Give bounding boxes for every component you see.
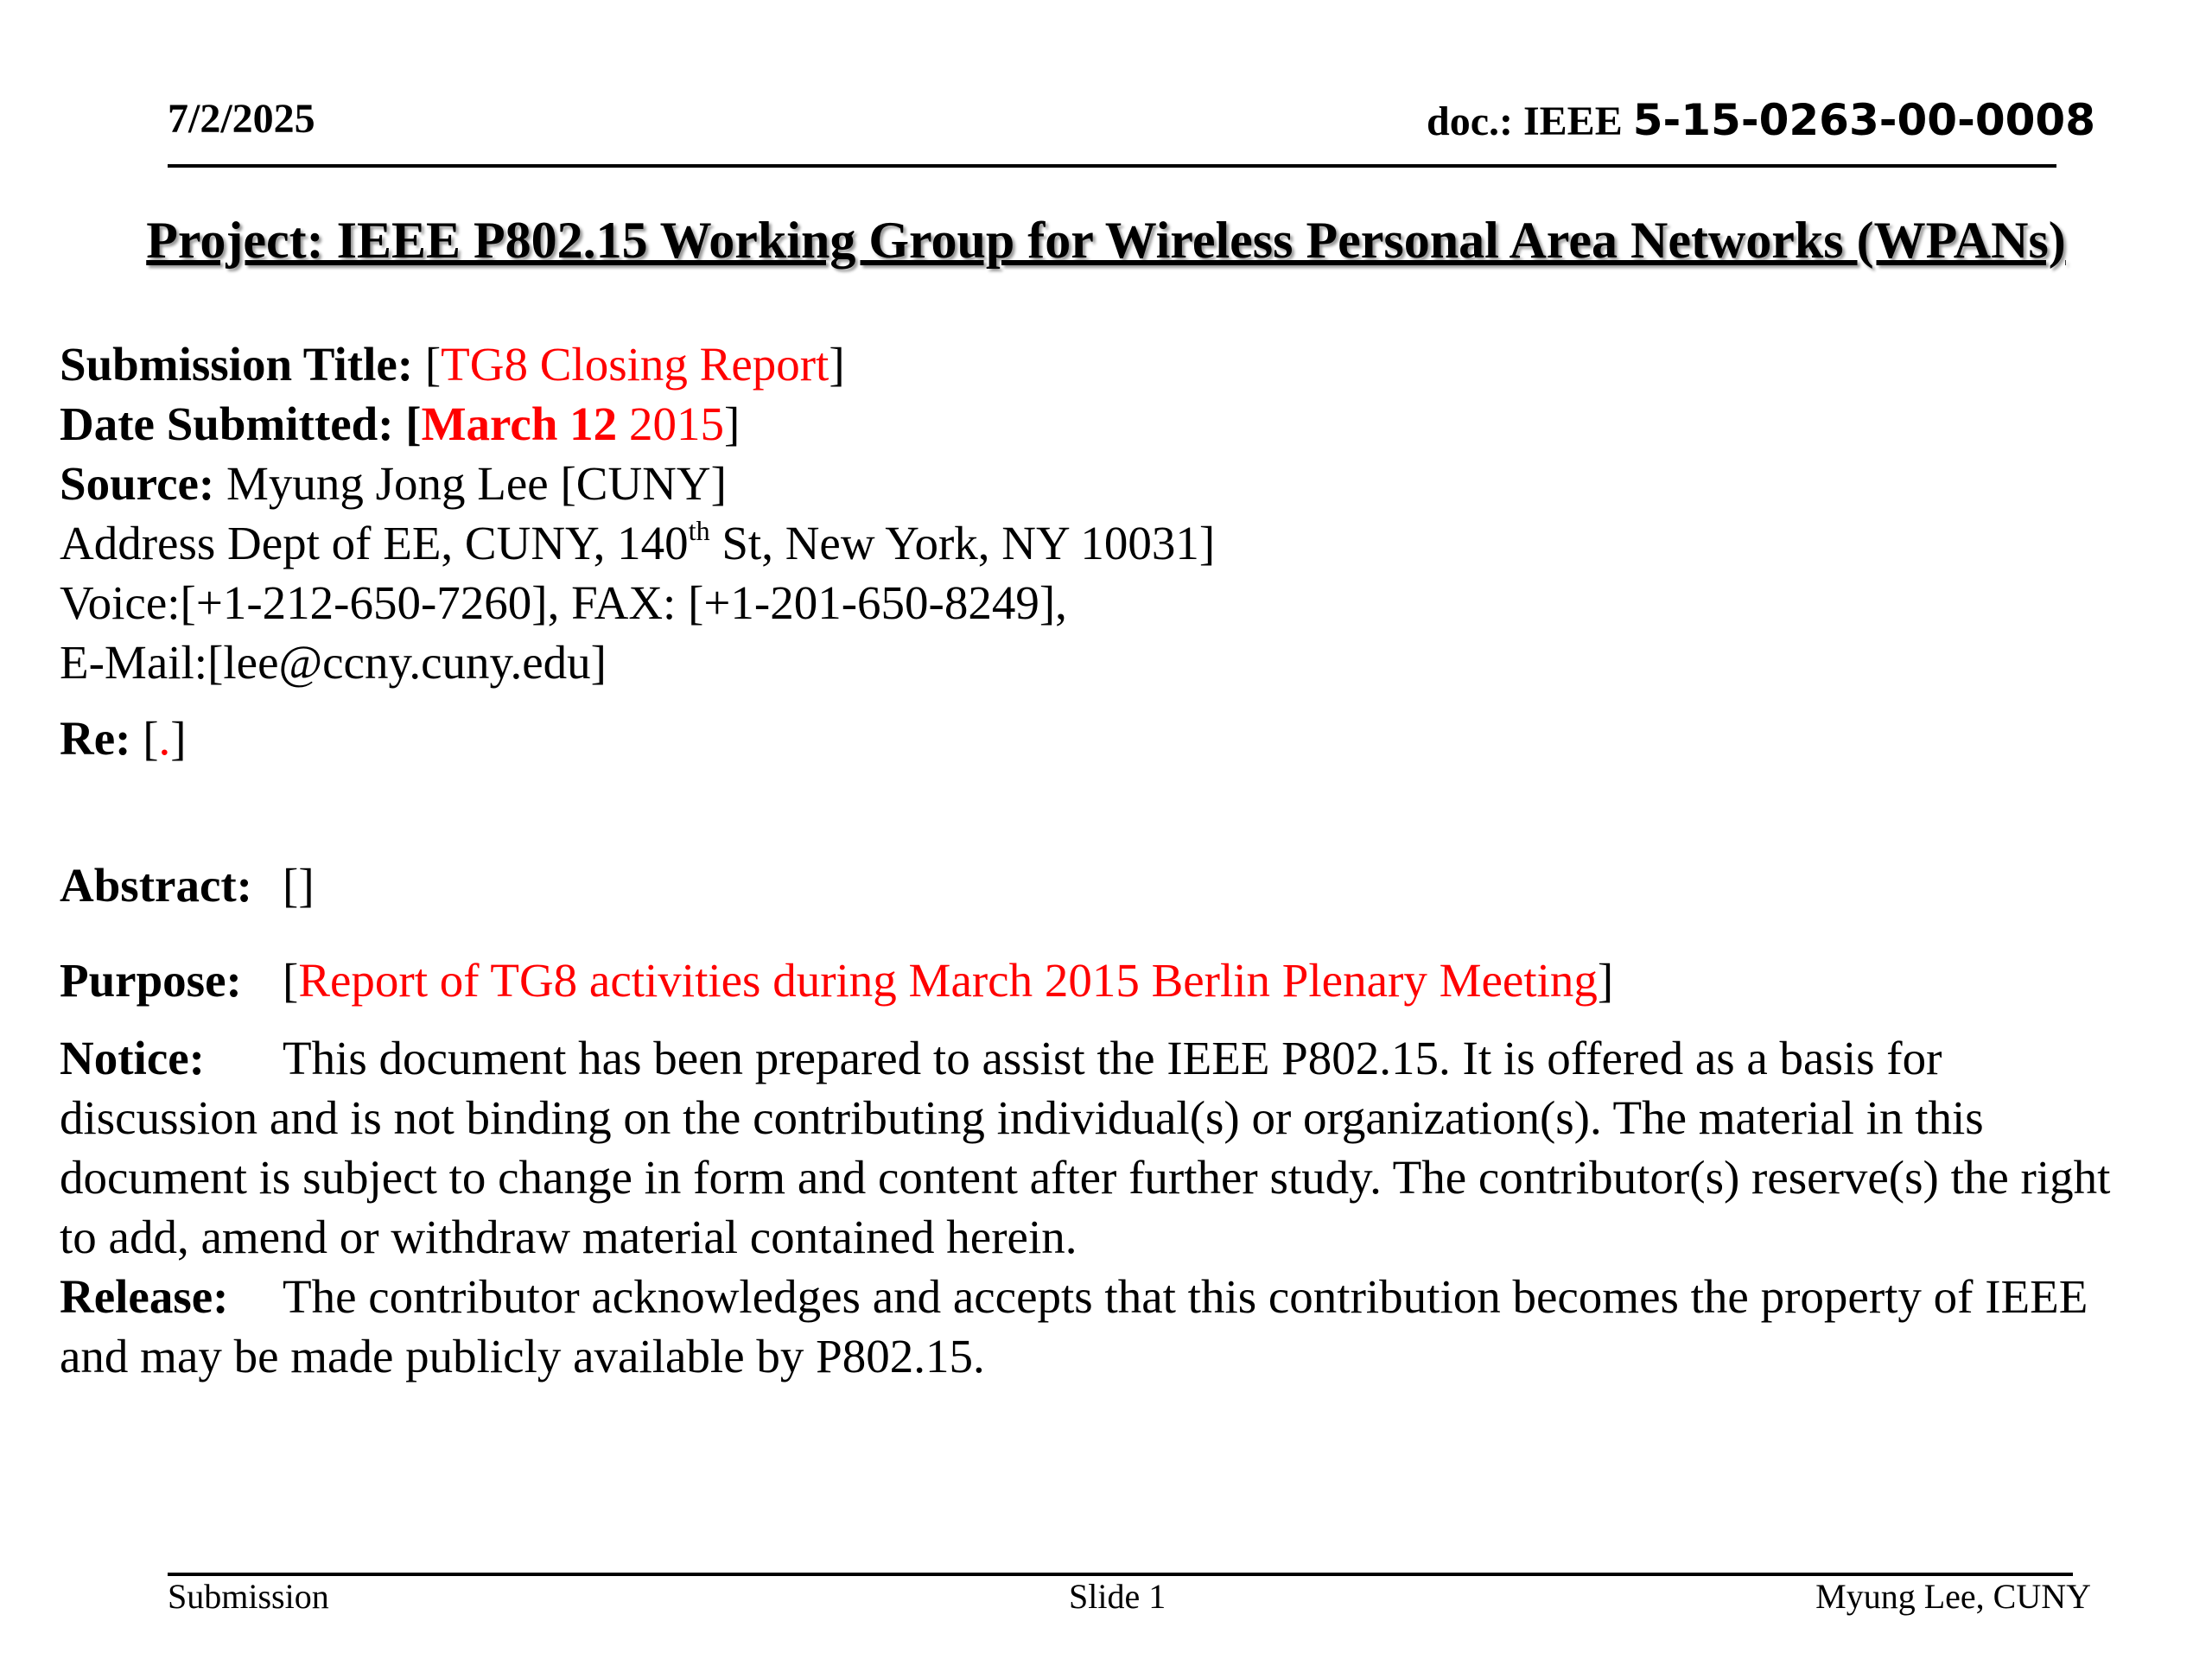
address-line: Address Dept of EE, CUNY, 140th St, New …	[60, 516, 1215, 570]
abstract-label: Abstract:	[60, 859, 252, 912]
notice-line-1: Notice: This document has been prepared t…	[60, 1031, 1942, 1085]
project-title: Project: IEEE P802.15 Working Group for …	[146, 212, 2066, 269]
purpose-value: Report of TG8 activities during March 20…	[298, 954, 1598, 1007]
header-doc-id: doc.: IEEE 5-15-0263-00-0008	[1427, 95, 2095, 145]
notice-line-4: to add, amend or withdraw material conta…	[60, 1211, 1077, 1263]
footer-author: Myung Lee, CUNY	[1815, 1577, 2091, 1616]
notice-text: This document has been prepared to assis…	[283, 1032, 1942, 1084]
doc-number: 5-15-0263-00-0008	[1632, 95, 2095, 145]
footer-left: Submission	[168, 1577, 329, 1616]
re-label: Re:	[60, 712, 143, 765]
release-line-1: Release: The contributor acknowledges and…	[60, 1269, 2088, 1324]
purpose-line: Purpose: [Report of TG8 activities during…	[60, 953, 1613, 1007]
date-bold: March 12	[421, 397, 618, 450]
purpose-value-wrap: [Report of TG8 activities during March 2…	[283, 954, 1614, 1007]
abstract-value: []	[283, 859, 315, 912]
footer-slide-number: Slide 1	[1069, 1577, 1166, 1616]
date-label: Date Submitted:	[60, 397, 406, 450]
re-value: .	[158, 712, 171, 765]
source-line: Source: Myung Jong Lee [CUNY]	[60, 456, 727, 511]
purpose-label: Purpose:	[60, 954, 242, 1007]
header-rule	[168, 164, 2056, 168]
footer-rule	[168, 1573, 2073, 1576]
notice-line-2: discussion and is not binding on the con…	[60, 1091, 1984, 1144]
release-label: Release:	[60, 1270, 229, 1323]
voice-line: Voice:[+1-212-650-7260], FAX: [+1-201-65…	[60, 576, 1067, 629]
address-pre: Address Dept of EE, CUNY, 140	[60, 517, 689, 569]
date-submitted-line: Date Submitted: [March 12 2015]	[60, 397, 741, 450]
abstract-line: Abstract: []	[60, 858, 315, 912]
submission-title-line: Submission Title: [TG8 Closing Report]	[60, 338, 845, 391]
source-value: Myung Jong Lee [CUNY]	[226, 457, 727, 510]
source-label: Source:	[60, 457, 226, 510]
notice-label: Notice:	[60, 1032, 205, 1084]
header-date: 7/2/2025	[168, 96, 315, 142]
submission-title-value: TG8 Closing Report	[441, 338, 830, 391]
doc-prefix: doc.: IEEE	[1427, 99, 1633, 144]
submission-title-label: Submission Title:	[60, 338, 425, 391]
date-year: 2015	[617, 397, 724, 450]
notice-line-3: document is subject to change in form an…	[60, 1151, 2111, 1204]
address-post: St, New York, NY 10031]	[709, 517, 1216, 569]
address-sup: th	[688, 515, 710, 546]
release-line-2: and may be made publicly available by P8…	[60, 1330, 985, 1382]
email-line: E-Mail:[lee@ccny.cuny.edu]	[60, 636, 607, 689]
release-text: The contributor acknowledges and accepts…	[283, 1270, 2088, 1323]
re-line: Re: [.]	[60, 712, 187, 765]
